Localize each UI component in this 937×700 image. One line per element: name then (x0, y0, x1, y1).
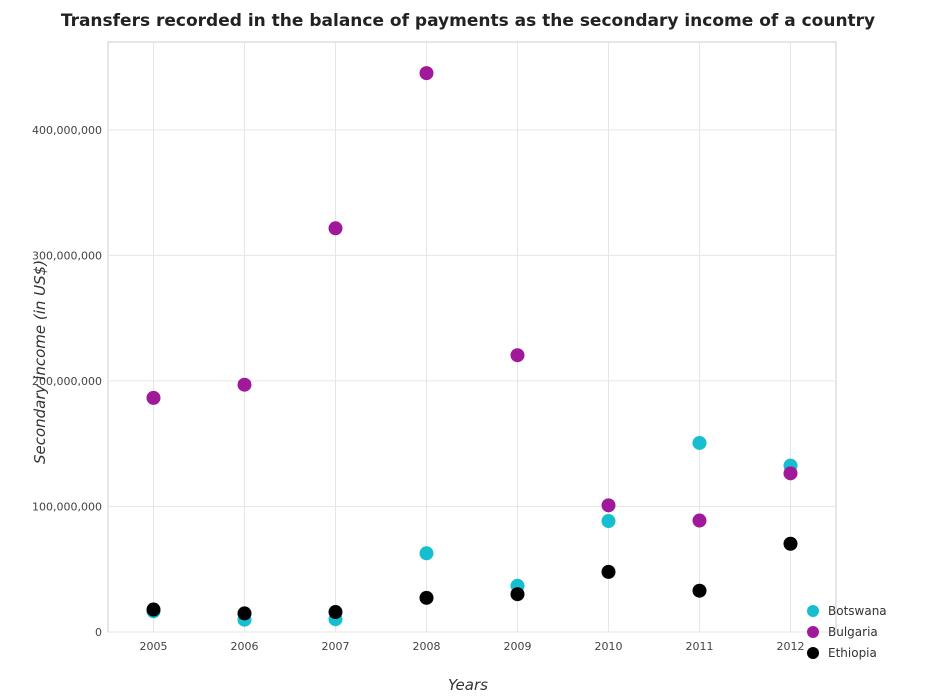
plot-area: 0 100,000,000 200,000,000 300,000,000 400,00… (32, 41, 837, 653)
y-tick-label: 400,000,000 (32, 124, 102, 137)
y-tick-label: 0 (95, 626, 102, 639)
x-tick-label: 2011 (686, 640, 714, 653)
point-bulgaria (692, 513, 707, 528)
point-bulgaria (419, 66, 434, 81)
y-tick-label: 100,000,000 (32, 500, 102, 513)
point-ethiopia (328, 605, 343, 620)
legend-label-bulgaria: Bulgaria (828, 625, 878, 639)
x-tick-label: 2007 (322, 640, 350, 653)
point-bulgaria (783, 466, 798, 481)
x-axis-label: Years (448, 676, 488, 694)
y-tick-label: 300,000,000 (32, 249, 102, 262)
chart-title: Transfers recorded in the balance of pay… (61, 11, 875, 31)
point-bulgaria (328, 221, 343, 236)
x-tick-label: 2005 (140, 640, 168, 653)
legend-marker-botswana (807, 605, 819, 617)
point-ethiopia (510, 587, 525, 602)
x-tick-label: 2006 (231, 640, 259, 653)
legend-marker-ethiopia (807, 647, 819, 659)
point-bulgaria (601, 498, 616, 513)
legend-marker-bulgaria (807, 626, 819, 638)
point-botswana (601, 514, 616, 529)
y-axis-label: Secondary income (in US$) (31, 260, 49, 464)
x-tick-label: 2010 (595, 640, 623, 653)
point-bulgaria (510, 348, 525, 363)
y-tick-label: 200,000,000 (32, 375, 102, 388)
point-botswana (419, 546, 434, 561)
plot-frame (107, 41, 837, 633)
legend-label-ethiopia: Ethiopia (828, 646, 877, 660)
point-ethiopia (692, 583, 707, 598)
point-ethiopia (146, 602, 161, 617)
legend-label-botswana: Botswana (828, 604, 887, 618)
point-bulgaria (237, 377, 252, 392)
point-ethiopia (419, 590, 434, 605)
point-ethiopia (783, 536, 798, 551)
point-bulgaria (146, 390, 161, 405)
x-tick-label: 2009 (504, 640, 532, 653)
point-botswana (692, 435, 707, 450)
x-tick-label: 2008 (413, 640, 441, 653)
x-tick-label: 2012 (777, 640, 805, 653)
point-ethiopia (601, 564, 616, 579)
legend: Botswana Bulgaria Ethiopia (807, 604, 887, 660)
point-ethiopia (237, 606, 252, 621)
